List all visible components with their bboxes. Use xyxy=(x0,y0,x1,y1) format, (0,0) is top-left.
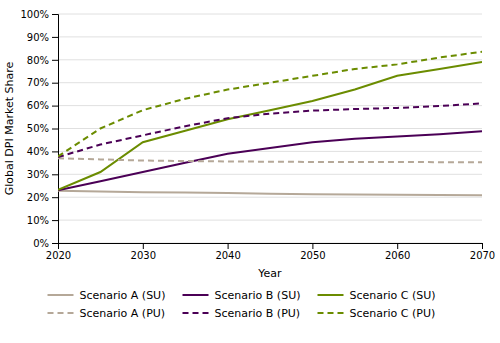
legend-label: Scenario C (PU) xyxy=(350,307,436,320)
tick-label: 10% xyxy=(27,215,49,226)
legend-swatch xyxy=(48,294,74,296)
x-tick: 2040 xyxy=(215,243,240,261)
grid-line xyxy=(58,197,482,198)
tick-mark xyxy=(52,174,58,175)
grid-line xyxy=(58,174,482,175)
series-line xyxy=(58,191,482,195)
tick-mark xyxy=(228,243,229,249)
grid-line xyxy=(58,36,482,37)
series-line xyxy=(58,103,482,157)
tick-mark xyxy=(52,243,58,244)
tick-label: 2060 xyxy=(385,250,410,261)
tick-mark xyxy=(52,60,58,61)
x-axis: 2020 2030 2040 2050 2060 2070 xyxy=(46,243,495,261)
tick-mark xyxy=(52,106,58,107)
y-tick: 80% xyxy=(27,55,58,66)
chart: 2020 2030 2040 2050 2060 2070 0% 10% 20% 30% 40% 50… xyxy=(0,0,500,343)
y-tick: 90% xyxy=(27,32,58,43)
tick-label: 2020 xyxy=(46,250,71,261)
legend-label: Scenario B (PU) xyxy=(215,307,301,320)
grid-line xyxy=(58,14,482,15)
tick-label: 40% xyxy=(27,146,49,157)
x-tick: 2070 xyxy=(470,243,495,261)
y-tick: 40% xyxy=(27,146,58,157)
tick-mark xyxy=(52,151,58,152)
legend-label: Scenario A (SU) xyxy=(80,289,166,302)
y-tick: 30% xyxy=(27,169,58,180)
y-tick: 70% xyxy=(27,77,58,88)
grid-line xyxy=(58,82,482,83)
legend-label: Scenario A (PU) xyxy=(80,307,166,320)
tick-label: 20% xyxy=(27,192,49,203)
legend-label: Scenario B (SU) xyxy=(215,289,301,302)
lines xyxy=(58,52,482,195)
y-axis: 0% 10% 20% 30% 40% 50% 60% 70% 80% 90% 100% xyxy=(20,9,58,249)
axis-line xyxy=(59,244,483,250)
grid-line xyxy=(58,105,482,106)
legend-swatch xyxy=(48,312,74,314)
plot-area: 2020 2030 2040 2050 2060 2070 0% 10% 20% 30% 40% 50… xyxy=(3,9,495,280)
grid-line xyxy=(58,59,482,60)
x-axis-title: Year xyxy=(257,267,282,280)
tick-label: 0% xyxy=(33,238,49,249)
grid-line xyxy=(58,220,482,221)
grid xyxy=(58,14,482,243)
tick-mark xyxy=(52,83,58,84)
tick-label: 30% xyxy=(27,169,49,180)
tick-label: 2030 xyxy=(131,250,156,261)
tick-mark xyxy=(397,243,398,249)
series-line xyxy=(58,52,482,157)
tick-mark xyxy=(52,197,58,198)
tick-mark xyxy=(52,37,58,38)
x-tick: 2050 xyxy=(300,243,325,261)
legend-swatch xyxy=(183,312,209,314)
tick-label: 90% xyxy=(27,32,49,43)
x-tick: 2020 xyxy=(46,243,71,261)
legend-swatch xyxy=(318,294,344,296)
tick-label: 2070 xyxy=(470,250,495,261)
y-tick: 100% xyxy=(20,9,58,20)
tick-label: 70% xyxy=(27,77,49,88)
axis-line xyxy=(52,15,59,244)
tick-mark xyxy=(52,14,58,15)
legend-item: Scenario A (SU) xyxy=(48,289,166,302)
x-tick: 2060 xyxy=(385,243,410,261)
legend: Scenario A (SU) Scenario B (SU) Scenario C… xyxy=(48,289,436,320)
tick-mark xyxy=(312,243,313,249)
grid-line xyxy=(58,128,482,129)
legend-label: Scenario C (SU) xyxy=(350,289,436,302)
y-axis-title: Global DPI Market Share xyxy=(3,62,16,196)
y-tick: 0% xyxy=(33,238,58,249)
legend-item: Scenario C (PU) xyxy=(318,307,436,320)
legend-item: Scenario B (SU) xyxy=(183,289,301,302)
legend-swatch xyxy=(318,312,344,314)
legend-swatch xyxy=(183,294,209,296)
tick-label: 50% xyxy=(27,123,49,134)
tick-label: 2050 xyxy=(300,250,325,261)
y-tick: 60% xyxy=(27,100,58,111)
tick-mark xyxy=(482,243,483,249)
legend-item: Scenario A (PU) xyxy=(48,307,166,320)
x-tick: 2030 xyxy=(131,243,156,261)
tick-mark xyxy=(143,243,144,249)
grid-line xyxy=(58,151,482,152)
y-tick: 10% xyxy=(27,215,58,226)
tick-label: 2040 xyxy=(215,250,240,261)
series-line xyxy=(58,158,482,162)
tick-label: 80% xyxy=(27,55,49,66)
series-line xyxy=(58,62,482,190)
tick-label: 100% xyxy=(20,9,49,20)
tick-mark xyxy=(52,129,58,130)
y-tick: 50% xyxy=(27,123,58,134)
legend-item: Scenario B (PU) xyxy=(183,307,301,320)
y-tick: 20% xyxy=(27,192,58,203)
legend-item: Scenario C (SU) xyxy=(318,289,436,302)
tick-mark xyxy=(52,220,58,221)
tick-label: 60% xyxy=(27,100,49,111)
